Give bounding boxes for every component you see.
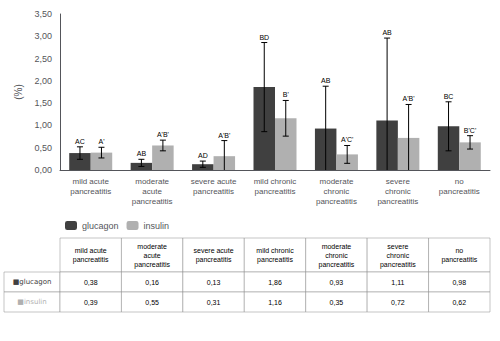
- svg-text:moderate: moderate: [135, 177, 169, 186]
- svg-text:■insulin: ■insulin: [17, 298, 46, 306]
- svg-text:moderate: moderate: [322, 243, 352, 250]
- svg-text:glucagon: glucagon: [82, 221, 119, 231]
- svg-text:0,38: 0,38: [84, 279, 98, 286]
- svg-text:0,00: 0,00: [34, 165, 52, 175]
- svg-text:A'B': A'B': [218, 132, 230, 139]
- svg-text:pancreatitis: pancreatitis: [319, 261, 355, 269]
- svg-text:B': B': [283, 91, 289, 98]
- svg-text:0,93: 0,93: [330, 279, 344, 286]
- svg-text:1,86: 1,86: [268, 279, 282, 286]
- svg-text:BC: BC: [444, 93, 454, 100]
- svg-text:2,00: 2,00: [34, 76, 52, 86]
- svg-text:mild acute: mild acute: [75, 247, 107, 254]
- svg-text:pancreatitis: pancreatitis: [439, 187, 480, 196]
- svg-text:(%): (%): [13, 84, 24, 100]
- svg-text:AC: AC: [75, 138, 85, 145]
- svg-text:severe: severe: [386, 177, 411, 186]
- svg-text:severe acute: severe acute: [194, 247, 234, 254]
- svg-text:mild acute: mild acute: [72, 177, 109, 186]
- svg-text:AB: AB: [382, 29, 392, 36]
- svg-text:acute: acute: [142, 187, 162, 196]
- svg-text:AB: AB: [137, 150, 147, 157]
- svg-text:pancreatitis: pancreatitis: [441, 256, 477, 264]
- svg-text:mild chronic: mild chronic: [254, 177, 297, 186]
- svg-text:chronic: chronic: [385, 187, 411, 196]
- svg-text:no: no: [455, 177, 464, 186]
- svg-text:0,62: 0,62: [452, 299, 466, 306]
- svg-text:mild chronic: mild chronic: [256, 247, 294, 254]
- svg-text:AB: AB: [321, 77, 331, 84]
- svg-text:insulin: insulin: [144, 221, 170, 231]
- svg-text:pancreatitis: pancreatitis: [257, 256, 293, 264]
- svg-text:pancreatitis: pancreatitis: [316, 197, 357, 206]
- svg-text:A': A': [98, 138, 104, 145]
- svg-text:0,31: 0,31: [207, 299, 221, 306]
- svg-text:0,16: 0,16: [145, 279, 159, 286]
- svg-text:0,55: 0,55: [145, 299, 159, 306]
- svg-text:moderate: moderate: [137, 243, 167, 250]
- svg-text:1,11: 1,11: [391, 279, 404, 286]
- svg-text:no: no: [455, 247, 463, 254]
- svg-text:acute: acute: [144, 252, 161, 259]
- svg-text:0,35: 0,35: [330, 299, 344, 306]
- svg-text:AD: AD: [198, 152, 208, 159]
- svg-text:0,39: 0,39: [84, 299, 98, 306]
- svg-text:3,00: 3,00: [34, 31, 52, 41]
- svg-text:pancreatitis: pancreatitis: [73, 256, 109, 264]
- svg-text:A'B': A'B': [157, 131, 169, 138]
- svg-text:pancreatitis: pancreatitis: [380, 261, 416, 269]
- svg-text:0,98: 0,98: [452, 279, 466, 286]
- svg-text:pancreatitis: pancreatitis: [134, 261, 170, 269]
- svg-text:B'C': B'C': [464, 127, 476, 134]
- svg-text:1,16: 1,16: [268, 299, 282, 306]
- svg-text:0,72: 0,72: [391, 299, 405, 306]
- svg-text:0,50: 0,50: [34, 143, 52, 153]
- svg-text:3,50: 3,50: [34, 9, 52, 19]
- svg-text:2,50: 2,50: [34, 54, 52, 64]
- svg-text:chronic: chronic: [324, 187, 350, 196]
- svg-text:chronic: chronic: [387, 252, 410, 259]
- svg-text:0,13: 0,13: [207, 279, 221, 286]
- svg-text:1,00: 1,00: [34, 120, 52, 130]
- svg-text:chronic: chronic: [325, 252, 348, 259]
- svg-text:pancreatitis: pancreatitis: [255, 187, 296, 196]
- svg-text:severe acute: severe acute: [191, 177, 237, 186]
- svg-text:pancreatitis: pancreatitis: [132, 197, 173, 206]
- svg-text:A'C': A'C': [341, 136, 353, 143]
- svg-text:moderate: moderate: [320, 177, 354, 186]
- svg-text:A'B': A'B': [403, 95, 415, 102]
- svg-text:■glucagon: ■glucagon: [13, 278, 52, 286]
- svg-text:pancreatitis: pancreatitis: [70, 187, 111, 196]
- svg-text:pancreatitis: pancreatitis: [377, 197, 418, 206]
- svg-text:severe: severe: [387, 243, 408, 250]
- svg-text:BD: BD: [259, 34, 269, 41]
- svg-text:pancreatitis: pancreatitis: [196, 256, 232, 264]
- svg-text:pancreatitis: pancreatitis: [193, 187, 234, 196]
- svg-text:1,50: 1,50: [34, 98, 52, 108]
